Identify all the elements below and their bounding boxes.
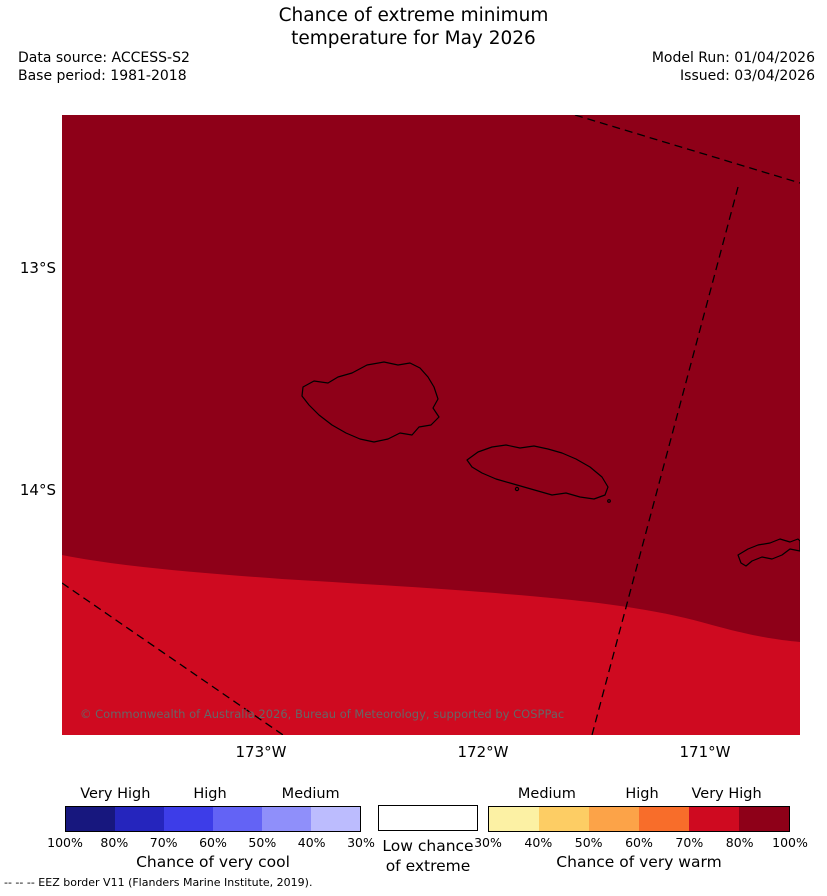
legend-warm-ticks: 30% 40% 50% 60% 70% 80% 100% [474,835,808,851]
legend-cool-tick: 50% [248,835,277,850]
page-title: Chance of extreme minimum temperature fo… [0,4,827,50]
legend-warm-swatch-30-40 [489,807,539,831]
island-tutuila [737,538,800,567]
legend-neutral-caption-line1: Low chance [382,837,474,855]
lat-tick-13s: 13°S [19,259,56,277]
legend-warm-swatch-50-60 [589,807,639,831]
legend-warm-swatch-40-50 [539,807,589,831]
legend-warm-tick: 30% [474,835,502,850]
island-savaii [301,361,440,443]
legend-cool-header-medium: Medium [281,786,340,802]
legend-warm-header-very-high: Very High [691,786,762,802]
legend-warm-swatch-80-100 [739,807,789,831]
legend-warm-tick: 40% [524,835,553,850]
legend-cool-swatch-80-70 [115,807,164,831]
legend-warm-swatch-60-70 [639,807,689,831]
legend-warm-caption: Chance of very warm [556,853,722,871]
page-title-line1: Chance of extreme minimum [278,5,549,26]
legend-cool-ticks: 100% 80% 70% 60% 50% 40% 30% [47,835,375,851]
legend-cool-tick: 100% [47,835,83,850]
legend-warm-tick: 70% [675,835,704,850]
lat-tick-14s: 14°S [19,481,56,499]
legend-cool-tick: 70% [149,835,178,850]
eez-border-segment-east [591,186,739,735]
legend-cool-headers: Very High High Medium [65,786,361,804]
legend-cool-colorbar [65,806,361,832]
legend-warm-headers: Medium High Very High [488,786,790,804]
legend-cool-swatch-50-40 [262,807,311,831]
lon-tick-172w: 172°W [457,743,509,761]
legend-cool-header-high: High [193,786,227,802]
legend-warm-header-medium: Medium [517,786,576,802]
legend-cool: Very High High Medium 100% 80% 70% 60% 5… [47,786,375,871]
legend-cool-swatch-100-80 [66,807,115,831]
map-canvas: © Commonwealth of Australia 2026, Bureau… [62,115,800,735]
metadata-right: Model Run: 01/04/2026 Issued: 03/04/2026 [652,49,815,85]
legend-warm-tick: 100% [772,835,808,850]
copyright-text: © Commonwealth of Australia 2026, Bureau… [80,707,564,721]
island-outlines [301,361,800,567]
metadata-left: Data source: ACCESS-S2 Base period: 1981… [18,49,190,85]
legend-cool-tick: 40% [297,835,326,850]
legend-cool-header-very-high: Very High [80,786,151,802]
legend-warm: Medium High Very High 30% 40% 50% 60% 70… [474,786,808,871]
legend-warm-header-high: High [625,786,659,802]
legend-neutral-caption-line2: of extreme [385,857,471,875]
eez-border-segment-southwest [62,582,285,735]
islet-dot [514,486,520,492]
map-region-chance-70-80 [62,555,800,735]
legend-neutral-swatch [378,805,478,831]
legend-neutral: Low chance of extreme [378,805,478,876]
page-title-line2: temperature for May 2026 [291,28,536,49]
legend-cool-swatch-40-30 [311,807,360,831]
base-period-text: Base period: 1981-2018 [18,68,187,84]
legend-warm-tick: 60% [625,835,653,850]
legend-warm-tick: 80% [725,835,754,850]
island-upolu [466,444,609,500]
eez-border-footnote: -- -- -- EEZ border V11 (Flanders Marine… [4,876,313,889]
legend-cool-tick: 80% [100,835,129,850]
legend-warm-tick: 50% [574,835,603,850]
model-run-text: Model Run: 01/04/2026 [651,50,815,66]
probability-map: © Commonwealth of Australia 2026, Bureau… [62,115,800,735]
legend-cool-tick: 60% [199,835,227,850]
legend-warm-colorbar [488,806,790,832]
legend-cool-swatch-70-60 [164,807,213,831]
legend-warm-swatch-70-80 [689,807,739,831]
legend-cool-caption: Chance of very cool [136,853,290,871]
islet-dot [607,499,611,503]
eez-border-segment-north [574,115,800,184]
data-source-text: Data source: ACCESS-S2 [18,50,190,66]
eez-border-dashed-lines [62,115,800,735]
legend-cool-swatch-60-50 [213,807,262,831]
legend-cool-tick: 30% [347,835,375,850]
lon-tick-173w: 173°W [235,743,287,761]
lon-tick-171w: 171°W [679,743,731,761]
legend-neutral-caption: Low chance of extreme [378,836,478,876]
issued-date-text: Issued: 03/04/2026 [680,68,815,84]
